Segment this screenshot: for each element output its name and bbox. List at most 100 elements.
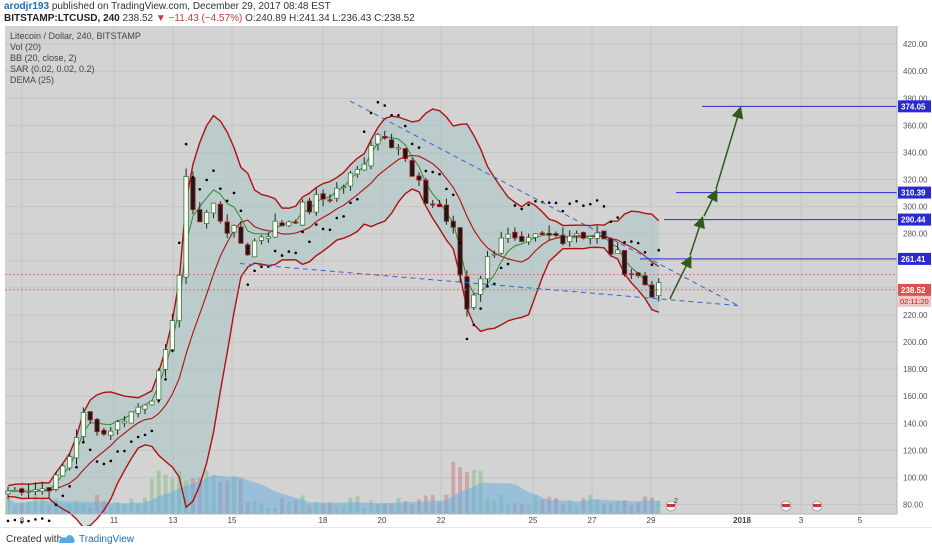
sar-dot bbox=[314, 223, 318, 226]
candle-body bbox=[512, 231, 518, 239]
level-label: 310.39 bbox=[901, 189, 926, 198]
level-label-bg bbox=[898, 186, 931, 199]
down-arrow-icon: ▼ bbox=[155, 13, 166, 24]
lower-trendline bbox=[239, 263, 739, 307]
candle-body bbox=[430, 203, 436, 206]
sar-dot bbox=[561, 209, 565, 213]
candle-body bbox=[532, 233, 539, 238]
sar-dot bbox=[582, 204, 585, 208]
chart-header: arodjr193 published on TradingView.com, … bbox=[0, 0, 932, 26]
created-with-label: Created with bbox=[6, 534, 63, 545]
sar-dot bbox=[184, 142, 188, 146]
candle-body bbox=[279, 222, 285, 227]
candle-body bbox=[306, 200, 313, 213]
candle-body bbox=[580, 231, 587, 239]
author-link[interactable]: arodjr193 bbox=[4, 1, 50, 12]
sar-dot bbox=[568, 202, 571, 205]
sar-dot bbox=[205, 178, 208, 182]
sar-dot bbox=[273, 249, 277, 253]
y-tick-label: 400.00 bbox=[903, 67, 928, 76]
y-tick-label: 200.00 bbox=[903, 338, 928, 347]
sar-dot bbox=[554, 201, 558, 205]
chart-area[interactable]: 80.00 100.00 120.00 140.00 160.00 180.00 200.0… bbox=[0, 26, 932, 529]
candle-body bbox=[32, 489, 39, 492]
candle-body bbox=[621, 250, 628, 276]
candle-body bbox=[478, 278, 484, 295]
candle-body bbox=[231, 225, 237, 233]
sar-dot bbox=[88, 448, 92, 452]
publish-line: arodjr193 published on TradingView.com, … bbox=[4, 1, 331, 12]
sar-dot bbox=[616, 216, 619, 219]
sar-dot bbox=[438, 172, 441, 176]
candle-body bbox=[587, 236, 593, 239]
sar-dot bbox=[451, 193, 455, 197]
ohlc-values: O:240.89 H:241.34 L:236.43 C:238.52 bbox=[245, 13, 415, 24]
candle-body bbox=[197, 209, 203, 223]
legend-dema: DEMA (25) bbox=[10, 75, 54, 85]
bollinger-area bbox=[8, 109, 659, 528]
level-label: 374.05 bbox=[901, 102, 926, 111]
event-markers: 2 bbox=[665, 498, 823, 512]
candle-body bbox=[347, 172, 354, 187]
candle-body bbox=[505, 233, 511, 239]
sar-dot bbox=[445, 187, 448, 191]
price-chart[interactable]: 80.00 100.00 120.00 140.00 160.00 180.00 200.0… bbox=[0, 26, 932, 529]
candle-body bbox=[615, 249, 621, 254]
candle-body bbox=[87, 411, 93, 421]
sar-dot bbox=[191, 175, 195, 179]
candle-body bbox=[265, 236, 271, 240]
sar-dot bbox=[40, 517, 44, 520]
tradingview-brand[interactable]: TradingView bbox=[79, 534, 135, 545]
candle-body bbox=[19, 488, 25, 493]
y-tick-label: 100.00 bbox=[903, 473, 928, 482]
sar-dot bbox=[239, 209, 243, 213]
flag-stripe bbox=[667, 504, 675, 507]
sar-dot bbox=[575, 199, 578, 203]
candle-body bbox=[73, 437, 80, 459]
symbol-line: BITSTAMP:LTCUSD, 240 238.52 ▼ −11.43 (−4… bbox=[4, 13, 415, 24]
sar-dot bbox=[349, 201, 352, 205]
sar-dot bbox=[623, 240, 626, 244]
candle-body bbox=[121, 420, 128, 424]
candle-body bbox=[190, 177, 196, 211]
sar-dot bbox=[123, 449, 126, 453]
sar-dot bbox=[95, 460, 99, 463]
candle-body bbox=[361, 163, 367, 171]
projection-arrow bbox=[703, 189, 718, 217]
sar-dot bbox=[47, 519, 51, 523]
candle-body bbox=[443, 204, 450, 222]
candle-body bbox=[464, 276, 470, 310]
sar-dot bbox=[6, 519, 10, 523]
volume-ma bbox=[8, 475, 659, 514]
candle-body bbox=[395, 147, 402, 150]
bb-basis bbox=[7, 154, 660, 492]
level-label: 261.41 bbox=[901, 255, 926, 264]
candle-body bbox=[25, 490, 32, 493]
sar-dot bbox=[499, 266, 503, 270]
x-tick-label: 22 bbox=[437, 516, 446, 525]
sar-dot bbox=[301, 230, 304, 234]
candle-body bbox=[156, 370, 162, 401]
sar-dot bbox=[219, 187, 222, 190]
y-tick-label: 300.00 bbox=[903, 203, 928, 212]
x-tick-label: 15 bbox=[228, 516, 237, 525]
sar-dot bbox=[164, 378, 167, 381]
candle-body bbox=[567, 235, 573, 243]
candle-body bbox=[341, 186, 347, 189]
sar-dot bbox=[75, 465, 78, 469]
candle-body bbox=[375, 134, 381, 145]
candle-body bbox=[224, 221, 230, 234]
candle-body bbox=[204, 212, 210, 224]
candle-body bbox=[546, 232, 552, 236]
legend-bb: BB (20, close, 2) bbox=[10, 53, 77, 63]
published-text: published on TradingView.com, December 2… bbox=[51, 1, 331, 12]
countdown-label-bg bbox=[898, 295, 931, 307]
sar-dot bbox=[342, 215, 345, 218]
last-price: 238.52 bbox=[122, 13, 154, 24]
x-tick-label: 5 bbox=[858, 516, 863, 525]
event-count: 2 bbox=[674, 498, 678, 505]
volume-bar bbox=[149, 478, 154, 514]
y-tick-label: 320.00 bbox=[903, 176, 928, 185]
sar-dot bbox=[424, 169, 428, 173]
sar-dot bbox=[61, 494, 65, 498]
